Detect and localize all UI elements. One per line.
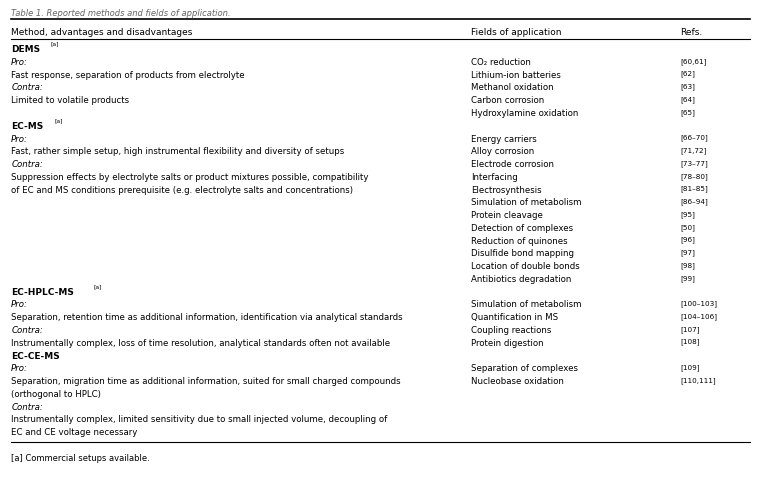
Text: Nucleobase oxidation: Nucleobase oxidation bbox=[472, 377, 565, 386]
Text: Location of double bonds: Location of double bonds bbox=[472, 262, 580, 271]
Text: Suppression effects by electrolyte salts or product mixtures possible, compatibi: Suppression effects by electrolyte salts… bbox=[11, 173, 369, 182]
Text: Fast, rather simple setup, high instrumental flexibility and diversity of setups: Fast, rather simple setup, high instrume… bbox=[11, 148, 345, 156]
Text: Pro:: Pro: bbox=[11, 135, 28, 144]
Text: [99]: [99] bbox=[680, 275, 695, 282]
Text: Pro:: Pro: bbox=[11, 300, 28, 309]
Text: [65]: [65] bbox=[680, 109, 695, 116]
Text: [97]: [97] bbox=[680, 250, 695, 256]
Text: Contra:: Contra: bbox=[11, 326, 43, 335]
Text: [73–77]: [73–77] bbox=[680, 160, 708, 167]
Text: Method, advantages and disadvantages: Method, advantages and disadvantages bbox=[11, 28, 193, 37]
Text: Instrumentally complex, limited sensitivity due to small injected volume, decoup: Instrumentally complex, limited sensitiv… bbox=[11, 415, 387, 424]
Text: Protein cleavage: Protein cleavage bbox=[472, 211, 543, 220]
Text: [86–94]: [86–94] bbox=[680, 198, 708, 205]
Text: [108]: [108] bbox=[680, 339, 699, 345]
Text: (orthogonal to HPLC): (orthogonal to HPLC) bbox=[11, 390, 101, 399]
Text: [50]: [50] bbox=[680, 224, 695, 230]
Text: Separation of complexes: Separation of complexes bbox=[472, 364, 578, 373]
Text: Interfacing: Interfacing bbox=[472, 173, 518, 182]
Text: Refs.: Refs. bbox=[680, 28, 702, 37]
Text: Contra:: Contra: bbox=[11, 83, 43, 92]
Text: CO₂ reduction: CO₂ reduction bbox=[472, 58, 531, 67]
Text: Contra:: Contra: bbox=[11, 160, 43, 169]
Text: Quantification in MS: Quantification in MS bbox=[472, 313, 559, 322]
Text: Disulfide bond mapping: Disulfide bond mapping bbox=[472, 250, 575, 258]
Text: EC-HPLC-MS: EC-HPLC-MS bbox=[11, 288, 74, 297]
Text: Separation, migration time as additional information, suited for small charged c: Separation, migration time as additional… bbox=[11, 377, 401, 386]
Text: [107]: [107] bbox=[680, 326, 699, 333]
Text: Electrosynthesis: Electrosynthesis bbox=[472, 185, 542, 194]
Text: [a] Commercial setups available.: [a] Commercial setups available. bbox=[11, 454, 150, 463]
Text: [60,61]: [60,61] bbox=[680, 58, 706, 65]
Text: EC-MS: EC-MS bbox=[11, 122, 43, 131]
Text: Instrumentally complex, loss of time resolution, analytical standards often not : Instrumentally complex, loss of time res… bbox=[11, 339, 390, 348]
Text: Detection of complexes: Detection of complexes bbox=[472, 224, 574, 233]
Text: Contra:: Contra: bbox=[11, 402, 43, 411]
Text: [104–106]: [104–106] bbox=[680, 313, 717, 320]
Text: DEMS: DEMS bbox=[11, 45, 40, 54]
Text: [95]: [95] bbox=[680, 211, 695, 218]
Text: Antibiotics degradation: Antibiotics degradation bbox=[472, 275, 572, 284]
Text: [64]: [64] bbox=[680, 96, 695, 103]
Text: [62]: [62] bbox=[680, 71, 695, 78]
Text: [a]: [a] bbox=[50, 41, 59, 46]
Text: [109]: [109] bbox=[680, 364, 699, 371]
Text: Hydroxylamine oxidation: Hydroxylamine oxidation bbox=[472, 109, 579, 118]
Text: EC and CE voltage necessary: EC and CE voltage necessary bbox=[11, 428, 138, 437]
Text: Limited to volatile products: Limited to volatile products bbox=[11, 96, 129, 105]
Text: [63]: [63] bbox=[680, 83, 695, 90]
Text: Fields of application: Fields of application bbox=[472, 28, 562, 37]
Text: Reduction of quinones: Reduction of quinones bbox=[472, 237, 568, 246]
Text: [78–80]: [78–80] bbox=[680, 173, 708, 180]
Text: [71,72]: [71,72] bbox=[680, 148, 706, 154]
Text: EC-CE-MS: EC-CE-MS bbox=[11, 352, 60, 361]
Text: Alloy corrosion: Alloy corrosion bbox=[472, 148, 535, 156]
Text: Separation, retention time as additional information, identification via analyti: Separation, retention time as additional… bbox=[11, 313, 403, 322]
Text: [81–85]: [81–85] bbox=[680, 185, 708, 193]
Text: Simulation of metabolism: Simulation of metabolism bbox=[472, 198, 582, 207]
Text: Pro:: Pro: bbox=[11, 364, 28, 373]
Text: Pro:: Pro: bbox=[11, 58, 28, 67]
Text: Energy carriers: Energy carriers bbox=[472, 135, 537, 144]
Text: [98]: [98] bbox=[680, 262, 695, 269]
Text: Coupling reactions: Coupling reactions bbox=[472, 326, 552, 335]
Text: [a]: [a] bbox=[54, 118, 62, 123]
Text: [110,111]: [110,111] bbox=[680, 377, 715, 384]
Text: Methanol oxidation: Methanol oxidation bbox=[472, 83, 554, 92]
Text: [a]: [a] bbox=[94, 284, 102, 289]
Text: Carbon corrosion: Carbon corrosion bbox=[472, 96, 545, 105]
Text: Table 1. Reported methods and fields of application.: Table 1. Reported methods and fields of … bbox=[11, 10, 231, 19]
Text: [96]: [96] bbox=[680, 237, 695, 243]
Text: [100–103]: [100–103] bbox=[680, 300, 717, 307]
Text: Lithium-ion batteries: Lithium-ion batteries bbox=[472, 71, 562, 80]
Text: of EC and MS conditions prerequisite (e.g. electrolyte salts and concentrations): of EC and MS conditions prerequisite (e.… bbox=[11, 185, 353, 194]
Text: Protein digestion: Protein digestion bbox=[472, 339, 544, 348]
Text: Electrode corrosion: Electrode corrosion bbox=[472, 160, 555, 169]
Text: Simulation of metabolism: Simulation of metabolism bbox=[472, 300, 582, 309]
Text: Fast response, separation of products from electrolyte: Fast response, separation of products fr… bbox=[11, 71, 245, 80]
Text: [66–70]: [66–70] bbox=[680, 135, 708, 141]
